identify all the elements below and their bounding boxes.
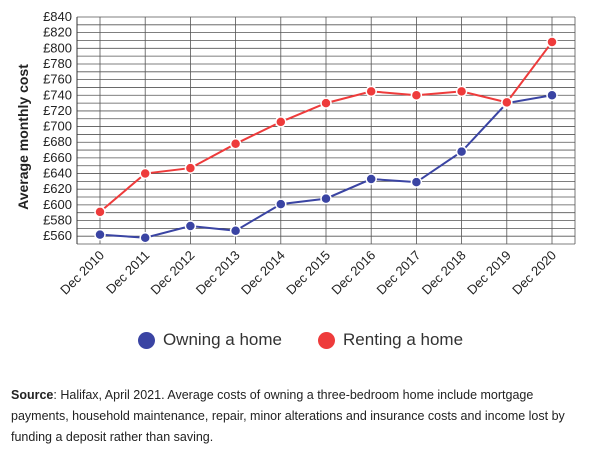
data-point <box>455 145 468 158</box>
x-tick-label: Dec 2017 <box>374 248 424 298</box>
x-tick-label: Dec 2016 <box>328 248 378 298</box>
y-tick-label: £660 <box>43 150 72 165</box>
legend: Owning a home Renting a home <box>0 330 601 350</box>
grid <box>76 16 576 245</box>
data-point <box>94 228 106 241</box>
y-tick-label: £680 <box>43 134 72 149</box>
data-point <box>410 176 423 188</box>
source-text: : Halifax, April 2021. Average costs of … <box>11 388 565 444</box>
data-point <box>229 138 242 150</box>
y-tick-labels: £560£580£600£620£640£660£680£700£720£740… <box>43 9 72 243</box>
y-tick-label: £640 <box>43 166 72 181</box>
data-point <box>184 220 197 232</box>
series-points <box>94 36 558 244</box>
y-tick-label: £700 <box>43 119 72 134</box>
source-label: Source <box>11 388 54 402</box>
data-point <box>139 167 151 180</box>
legend-label-owning: Owning a home <box>162 330 283 349</box>
y-tick-label: £840 <box>43 9 72 24</box>
renting-legend-dot <box>318 331 336 349</box>
x-tick-label: Dec 2011 <box>103 248 152 297</box>
y-tick-label: £620 <box>43 181 72 196</box>
owning-legend-dot <box>137 331 155 349</box>
legend-item-owning[interactable]: Owning a home <box>137 330 283 350</box>
y-tick-label: £800 <box>43 40 72 55</box>
legend-label-renting: Renting a home <box>343 330 464 349</box>
x-tick-label: Dec 2010 <box>57 248 107 298</box>
y-tick-label: £600 <box>43 197 72 212</box>
y-tick-label: £820 <box>43 25 72 40</box>
line-chart: £560£580£600£620£640£660£680£700£720£740… <box>15 9 576 298</box>
y-axis-label: Average monthly cost <box>15 64 31 210</box>
x-tick-label: Dec 2014 <box>238 248 288 298</box>
data-point <box>275 116 287 128</box>
y-tick-label: £760 <box>43 72 72 87</box>
x-tick-label: Dec 2015 <box>283 248 333 298</box>
x-tick-label: Dec 2019 <box>464 248 514 298</box>
x-tick-label: Dec 2018 <box>419 248 469 298</box>
y-tick-label: £720 <box>43 103 72 118</box>
x-tick-label: Dec 2013 <box>193 248 243 298</box>
y-tick-label: £560 <box>43 228 72 243</box>
y-tick-label: £780 <box>43 56 72 71</box>
data-point <box>365 173 377 185</box>
data-point <box>275 198 287 210</box>
data-point <box>546 89 558 102</box>
data-point <box>501 96 513 109</box>
data-point <box>94 206 106 218</box>
data-point <box>365 85 377 98</box>
data-point <box>546 36 558 48</box>
y-tick-label: £580 <box>43 213 72 228</box>
legend-item-renting[interactable]: Renting a home <box>318 330 463 350</box>
data-point <box>320 192 332 205</box>
data-point <box>229 224 242 237</box>
x-tick-label: Dec 2012 <box>148 248 198 298</box>
y-tick-label: £740 <box>43 87 72 102</box>
data-point <box>410 89 423 102</box>
source-note: Source: Halifax, April 2021. Average cos… <box>11 385 591 448</box>
data-point <box>139 231 151 244</box>
data-point <box>320 97 332 109</box>
data-point <box>184 162 197 174</box>
x-tick-label: Dec 2020 <box>509 248 559 298</box>
data-point <box>455 85 468 98</box>
